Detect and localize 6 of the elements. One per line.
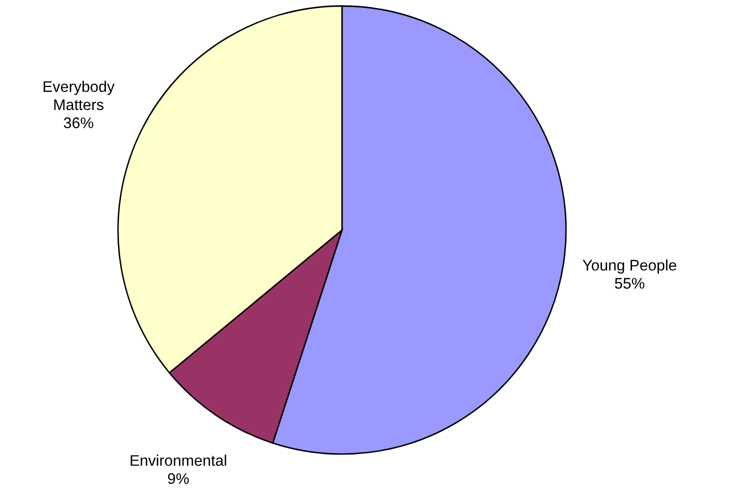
slice-label: Everybody Matters [44,80,115,110]
data-label: 55% [614,278,644,289]
slice-label: Young People [582,259,676,274]
data-label: 36% [64,117,94,128]
data-label: 9% [168,473,189,484]
slice-label: Environmental [130,454,226,466]
